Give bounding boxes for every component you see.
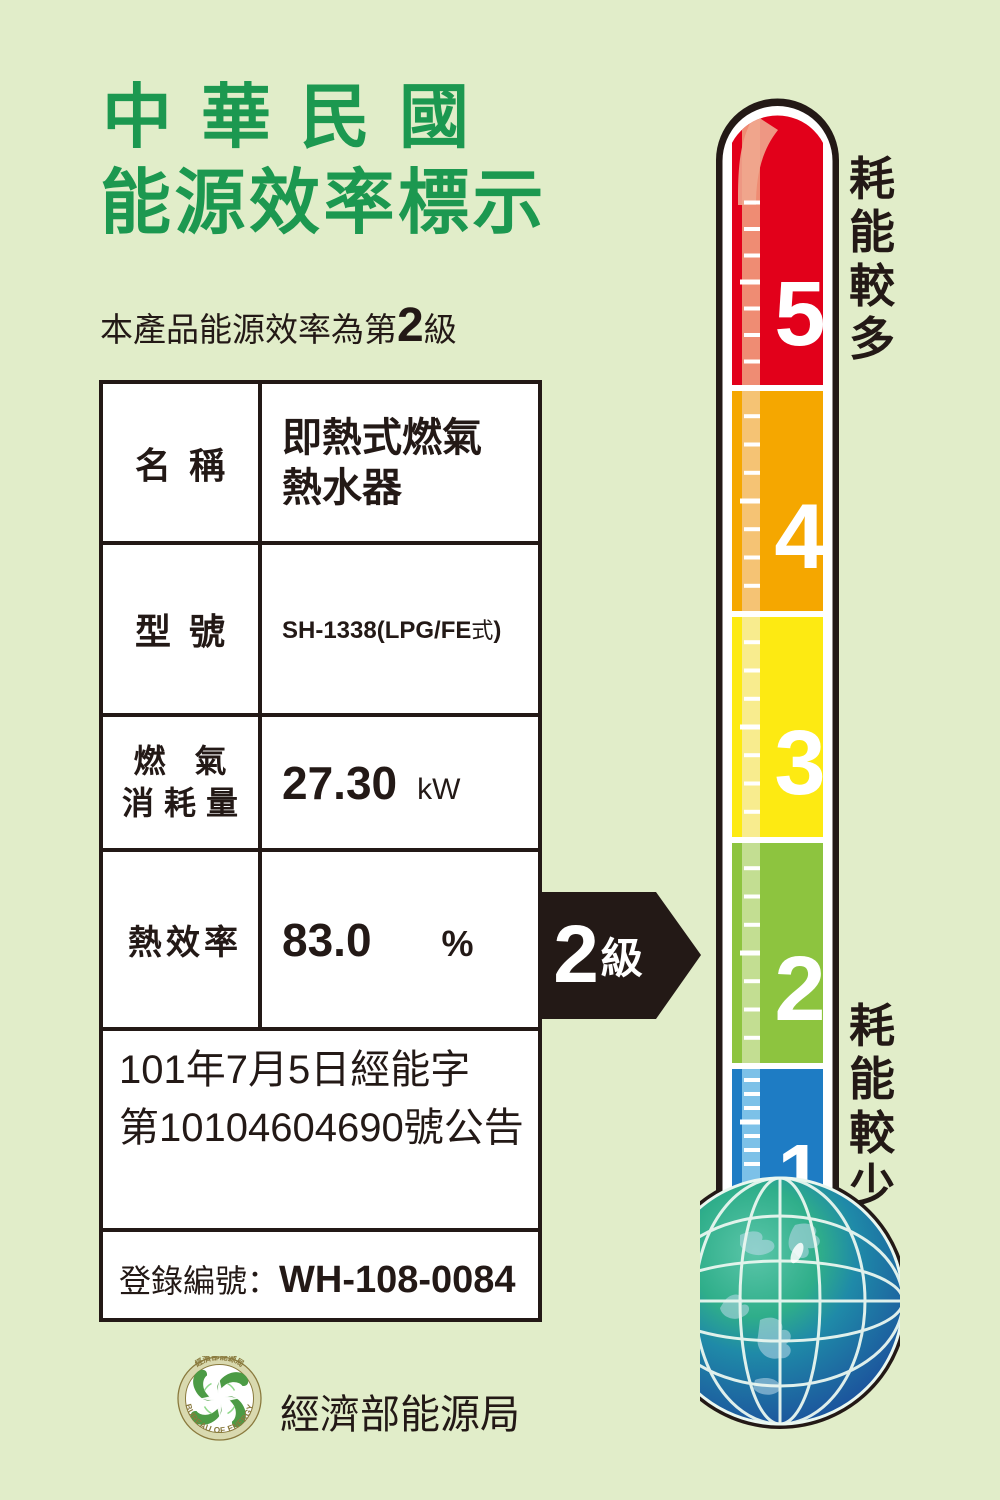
svg-text:3: 3 (774, 712, 825, 814)
svg-text:2: 2 (774, 938, 825, 1040)
svg-text:5: 5 (774, 263, 825, 365)
svg-text:4: 4 (774, 486, 825, 588)
